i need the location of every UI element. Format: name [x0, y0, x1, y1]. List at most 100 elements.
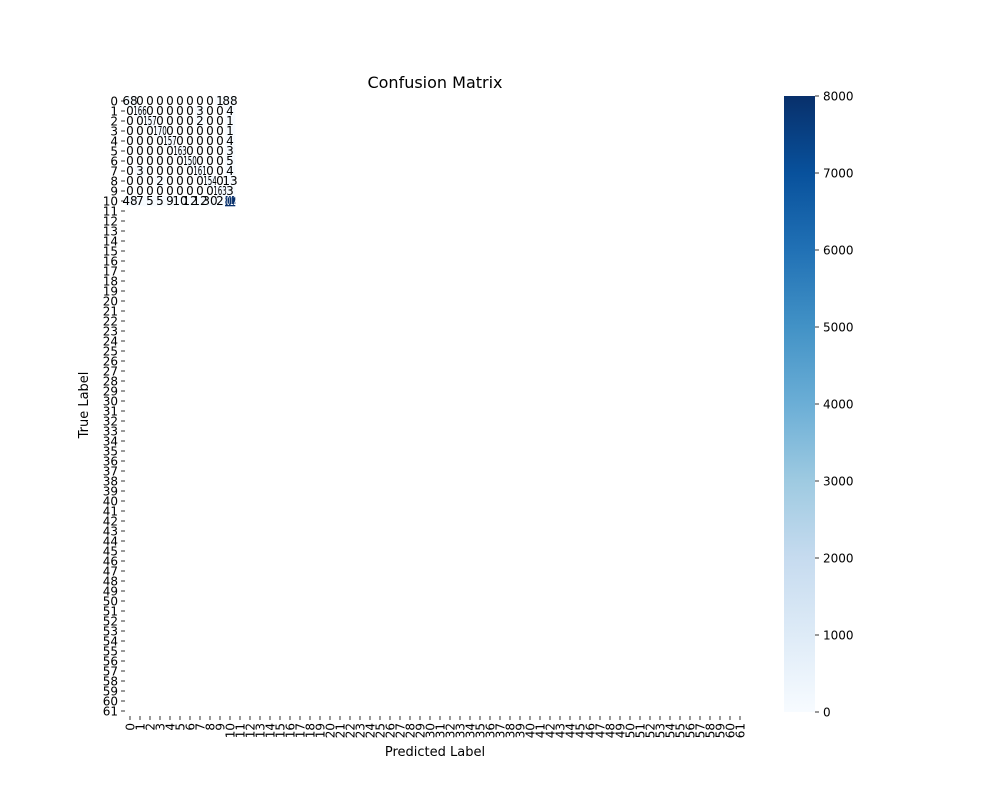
- x-tick-label: 43: [554, 723, 568, 738]
- cell-value-label: 0: [176, 114, 184, 128]
- cell-value-label: 0: [206, 164, 214, 178]
- y-tick-label: 9: [110, 185, 118, 199]
- y-tick-label: 7: [110, 165, 118, 179]
- heatmap-cell: [195, 166, 206, 177]
- x-tick-label: 13: [254, 723, 268, 738]
- heatmap-cell: [155, 126, 166, 137]
- y-tick-label: 24: [103, 335, 118, 349]
- y-tick-label: 30: [103, 395, 118, 409]
- cell-value-label: 0: [176, 124, 184, 138]
- colorbar-tick-label: 5000: [823, 321, 854, 335]
- x-tick-label: 17: [294, 723, 308, 738]
- cell-value-label: 0: [156, 104, 164, 118]
- x-tick-label: 38: [504, 723, 518, 738]
- heatmap-cell: [135, 196, 146, 207]
- x-tick-label: 46: [584, 723, 598, 738]
- x-tick-label: 30: [424, 723, 438, 738]
- y-tick-label: 19: [103, 285, 118, 299]
- cell-value-label: 0: [196, 184, 204, 198]
- heatmap-cell: [145, 196, 156, 207]
- x-tick-label: 29: [414, 723, 428, 738]
- y-tick-label: 5: [110, 145, 118, 159]
- cell-value-label: 8012: [223, 194, 237, 208]
- x-axis-label: Predicted Label: [385, 745, 485, 760]
- x-tick-label: 11: [234, 723, 248, 738]
- cell-value-label: 9: [166, 194, 174, 208]
- y-tick-label: 34: [103, 435, 118, 449]
- cell-value-label: 150: [183, 154, 197, 168]
- cell-value-label: 0: [146, 174, 154, 188]
- chart-title: Confusion Matrix: [367, 73, 502, 92]
- y-tick-label: 35: [103, 445, 118, 459]
- heatmap-cell: [215, 196, 226, 207]
- y-tick-label: 55: [103, 645, 118, 659]
- cell-value-label: 163: [213, 184, 227, 198]
- y-tick-label: 23: [103, 325, 118, 339]
- cell-value-label: 0: [216, 164, 224, 178]
- y-tick-label: 21: [103, 305, 118, 319]
- cell-value-label: 0: [136, 94, 144, 108]
- heatmap-cell: [225, 106, 236, 117]
- cell-value-label: 0: [176, 154, 184, 168]
- x-tick-label: 41: [534, 723, 548, 738]
- x-tick-label: 33: [454, 723, 468, 738]
- heatmap-cell: [195, 116, 206, 127]
- y-tick-label: 42: [103, 515, 118, 529]
- x-tick-label: 0: [124, 723, 138, 731]
- x-tick-label: 47: [594, 723, 608, 738]
- colorbar-tick-label: 4000: [823, 398, 854, 412]
- cell-value-label: 0: [216, 144, 224, 158]
- cell-value-label: 0: [156, 94, 164, 108]
- heatmap-cell: [225, 96, 236, 107]
- cell-value-label: 157: [143, 114, 157, 128]
- heatmap-cell: [135, 166, 146, 177]
- cell-value-label: 0: [126, 174, 134, 188]
- cell-value-label: 0: [206, 134, 214, 148]
- x-tick-label: 59: [714, 723, 728, 738]
- cell-value-label: 163: [173, 144, 187, 158]
- cell-value-label: 0: [176, 184, 184, 198]
- heatmap-cell: [225, 136, 236, 147]
- cell-value-label: 12: [182, 194, 197, 208]
- y-tick-label: 22: [103, 315, 118, 329]
- cell-value-label: 1: [226, 124, 234, 138]
- x-tick-label: 25: [374, 723, 388, 738]
- cell-value-label: 0: [156, 144, 164, 158]
- cell-value-label: 0: [196, 124, 204, 138]
- cell-value-label: 88: [222, 94, 237, 108]
- heatmap-cell: [125, 196, 136, 207]
- heatmap-cell: [145, 116, 156, 127]
- x-tick-label: 34: [464, 723, 478, 738]
- y-tick-label: 47: [103, 565, 118, 579]
- x-tick-label: 16: [284, 723, 298, 738]
- heatmap-cell: [215, 186, 226, 197]
- y-tick-label: 27: [103, 365, 118, 379]
- y-tick-label: 14: [103, 235, 118, 249]
- colorbar-tick-label: 6000: [823, 244, 854, 258]
- y-tick-label: 57: [103, 665, 118, 679]
- cell-value-label: 0: [156, 154, 164, 168]
- cell-value-label: 0: [186, 174, 194, 188]
- x-tick-label: 61: [734, 723, 748, 738]
- cell-value-label: 166: [133, 104, 147, 118]
- heatmap-cell: [185, 156, 196, 167]
- cell-value-label: 3: [226, 144, 234, 158]
- cell-value-label: 0: [206, 184, 214, 198]
- x-tick-label: 27: [394, 723, 408, 738]
- cell-value-label: 0: [196, 144, 204, 158]
- cell-value-label: 0: [206, 114, 214, 128]
- cell-value-label: 0: [146, 134, 154, 148]
- cell-value-label: 0: [146, 184, 154, 198]
- colorbar-tick-labels: 0 1000 2000 3000 4000 5000 6000 7000 8000: [815, 90, 854, 720]
- cell-value-label: 0: [136, 154, 144, 168]
- cell-value-label: 0: [166, 94, 174, 108]
- cell-value-label: 0: [196, 94, 204, 108]
- heatmap-cell: [205, 196, 216, 207]
- heatmap-cell: [225, 196, 236, 207]
- x-tick-label: 1: [134, 723, 148, 731]
- y-tick-label: 44: [103, 535, 118, 549]
- cell-value-label: 0: [196, 174, 204, 188]
- heatmap-cell: [195, 106, 206, 117]
